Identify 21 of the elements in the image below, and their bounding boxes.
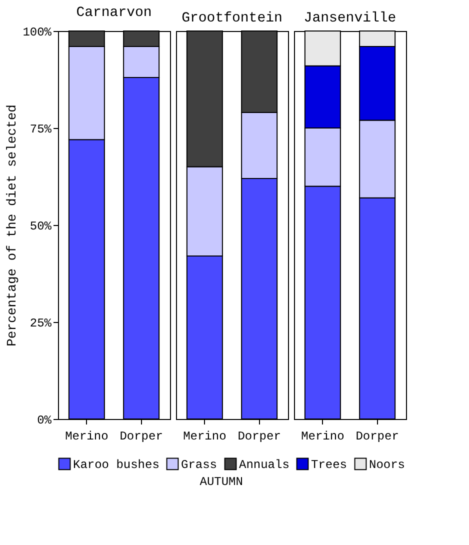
chart-title: Carnarvon [76, 5, 152, 21]
x-tick-label: Dorper [120, 430, 163, 444]
legend-label: Noors [369, 458, 406, 472]
y-tick-label: 50% [30, 220, 52, 234]
text: AUTUMN [200, 475, 243, 489]
legend-label: Trees [311, 458, 348, 472]
y-tick-label: 100% [22, 26, 52, 40]
legend-label: Karoo bushes [73, 458, 160, 472]
y-axis-title: Percentage of the diet selected [4, 104, 20, 346]
x-tick-label: Dorper [356, 430, 399, 444]
x-tick-label: Merino [183, 430, 226, 444]
legend-label: Annuals [239, 458, 290, 472]
chart-title: Jansenville [304, 10, 396, 26]
legend-label: Grass [181, 458, 218, 472]
chart-title: Grootfontein [182, 10, 282, 26]
y-tick-label: 75% [30, 122, 52, 136]
y-tick-label: 0% [37, 414, 52, 428]
y-tick-label: 25% [30, 316, 52, 330]
x-tick-label: Dorper [238, 430, 281, 444]
x-tick-label: Merino [65, 430, 108, 444]
x-tick-label: Merino [301, 430, 344, 444]
